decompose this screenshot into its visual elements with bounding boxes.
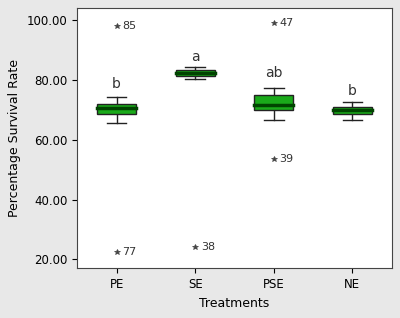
Text: b: b [348, 84, 357, 98]
Text: 85: 85 [122, 21, 136, 31]
Text: 77: 77 [122, 247, 136, 257]
Bar [176, 70, 215, 76]
Text: b: b [112, 77, 121, 91]
Text: 38: 38 [201, 242, 215, 252]
Bar [97, 104, 136, 114]
Bar [254, 95, 294, 110]
Text: 47: 47 [279, 18, 294, 28]
Text: 39: 39 [279, 154, 294, 164]
Text: a: a [191, 50, 200, 64]
X-axis label: Treatments: Treatments [199, 297, 270, 310]
Y-axis label: Percentage Survival Rate: Percentage Survival Rate [8, 59, 21, 218]
Bar [333, 107, 372, 114]
Text: ab: ab [265, 66, 282, 80]
